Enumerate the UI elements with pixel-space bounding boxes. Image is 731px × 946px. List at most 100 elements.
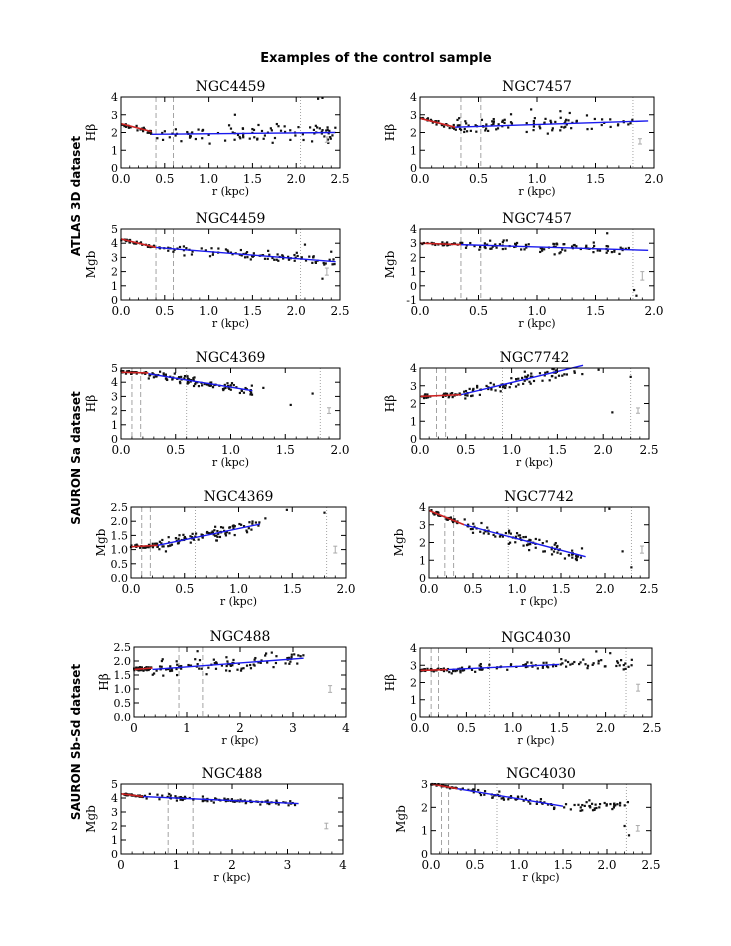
data-point (229, 664, 232, 667)
y-tick-label: 2 (410, 677, 417, 690)
data-point (465, 130, 469, 133)
data-point (142, 669, 145, 672)
y-axis-label: Hβ (383, 124, 397, 141)
data-point-outlier (317, 97, 320, 100)
data-point (614, 804, 617, 807)
data-point (539, 798, 543, 801)
data-point (514, 541, 517, 544)
data-point (452, 518, 455, 521)
data-point (156, 542, 159, 546)
data-point-outlier (608, 507, 611, 510)
data-point (174, 128, 177, 131)
data-point (562, 243, 565, 246)
data-point-outlier (568, 111, 571, 115)
x-tick-label: 1.0 (507, 582, 526, 596)
data-point (213, 529, 216, 532)
data-point (455, 669, 459, 672)
x-axis-label: r (kpc) (517, 734, 554, 747)
x-tick-label: 0.0 (410, 304, 429, 318)
data-point (459, 671, 462, 674)
data-point (128, 238, 132, 242)
data-point (211, 253, 214, 256)
data-point (538, 372, 542, 375)
x-tick-label: 2.0 (597, 858, 616, 872)
data-point (514, 535, 517, 538)
data-point (177, 537, 180, 540)
data-point (541, 542, 544, 545)
data-point (217, 532, 220, 535)
data-point (161, 794, 164, 797)
data-point (504, 386, 507, 390)
data-point (524, 665, 527, 669)
data-point (240, 389, 243, 392)
data-point (233, 138, 236, 141)
data-point (489, 247, 492, 250)
data-point (598, 806, 601, 809)
y-tick-label: 1 (111, 834, 118, 847)
y-tick-label: 1.0 (111, 544, 129, 557)
data-point (137, 667, 140, 670)
x-tick-label: 0.5 (465, 858, 484, 872)
data-point (553, 243, 556, 246)
data-point (437, 511, 440, 514)
data-point (257, 524, 260, 527)
data-point (201, 137, 204, 140)
data-point (308, 255, 311, 258)
data-point (573, 660, 576, 664)
data-point (563, 806, 566, 809)
data-point (136, 129, 139, 132)
data-point (183, 254, 186, 257)
data-point (245, 251, 249, 254)
data-point (616, 660, 619, 663)
data-point (126, 370, 129, 373)
data-point (167, 536, 170, 539)
data-point (471, 394, 474, 397)
data-point-outlier (633, 288, 636, 292)
data-point (593, 807, 596, 810)
data-point (600, 118, 604, 121)
data-point (564, 249, 567, 252)
data-point (442, 667, 445, 670)
data-point (475, 130, 478, 133)
x-tick-label: 4 (342, 721, 350, 735)
data-point (134, 544, 137, 547)
y-axis-label: Hβ (383, 674, 397, 691)
data-point (597, 659, 600, 663)
data-point (223, 797, 226, 800)
x-tick-label: 1.5 (283, 582, 302, 596)
data-point (575, 556, 578, 559)
data-point (158, 548, 161, 551)
data-point (180, 667, 183, 670)
data-point (514, 385, 518, 388)
data-point (272, 666, 275, 669)
data-point (578, 662, 581, 666)
data-point (194, 535, 197, 538)
y-tick-label: 1 (410, 266, 417, 279)
data-point (600, 123, 603, 127)
marker-lines (430, 648, 627, 717)
data-point (179, 382, 182, 385)
data-point-outlier (606, 232, 609, 235)
marker-lines (460, 229, 634, 300)
data-point (525, 122, 528, 125)
data-point-outlier (321, 96, 324, 99)
data-point (489, 381, 492, 385)
data-point (154, 542, 157, 545)
data-point (472, 522, 475, 525)
data-point (229, 127, 233, 130)
data-point (592, 662, 595, 665)
data-point (480, 521, 483, 525)
outer-fit-line (155, 246, 336, 263)
data-point (435, 123, 438, 126)
data-point (479, 665, 483, 668)
data-point (539, 250, 542, 254)
data-point (283, 125, 286, 128)
inner-fit-line (428, 509, 465, 526)
data-point (622, 663, 625, 667)
data-point (471, 527, 474, 531)
data-point (296, 254, 299, 258)
data-point (619, 246, 622, 249)
y-tick-label: 5 (111, 362, 118, 375)
data-point (323, 263, 326, 266)
data-point (468, 387, 471, 391)
